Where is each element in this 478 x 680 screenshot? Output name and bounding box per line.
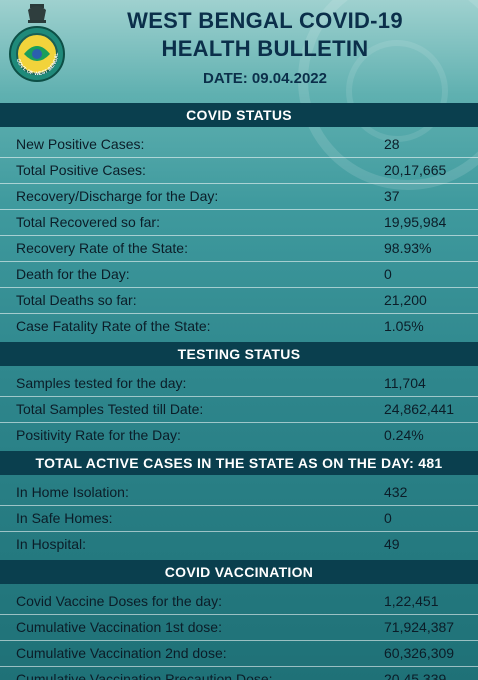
west-bengal-emblem-icon: GOVT. OF WEST BENGAL — [8, 2, 66, 88]
section-header: COVID VACCINATION — [0, 560, 478, 584]
row-value: 49 — [384, 536, 400, 552]
row-value: 11,704 — [384, 375, 426, 391]
table-row: Cumulative Vaccination 2nd dose: 60,326,3… — [0, 640, 478, 667]
table-row: In Hospital: 49 — [0, 531, 478, 557]
row-label: Recovery/Discharge for the Day: — [16, 188, 219, 204]
table-row: Total Deaths so far: 21,200 — [0, 287, 478, 314]
section-header: TOTAL ACTIVE CASES IN THE STATE AS ON TH… — [0, 451, 478, 475]
row-value: 71,924,387 — [384, 619, 455, 635]
table-row: Samples tested for the day: 11,704 — [0, 370, 478, 397]
table-row: Recovery/Discharge for the Day: 37 — [0, 183, 478, 210]
row-value: 1,22,451 — [384, 593, 439, 609]
row-label: Samples tested for the day: — [16, 375, 187, 391]
table-row: Cumulative Vaccination Precaution Dose: 2… — [0, 666, 478, 680]
table-row: New Positive Cases: 28 — [0, 131, 478, 158]
table-row: Covid Vaccine Doses for the day: 1,22,451 — [0, 588, 478, 615]
table-row: Total Positive Cases: 20,17,665 — [0, 157, 478, 184]
row-label: Cumulative Vaccination 2nd dose: — [16, 645, 227, 661]
row-value: 24,862,441 — [384, 401, 455, 417]
row-value: 98.93% — [384, 240, 432, 256]
table-row: In Home Isolation: 432 — [0, 479, 478, 506]
row-label: Total Recovered so far: — [16, 214, 160, 230]
row-value: 60,326,309 — [384, 645, 455, 661]
row-label: Total Positive Cases: — [16, 162, 146, 178]
row-label: Cumulative Vaccination Precaution Dose: — [16, 671, 273, 680]
row-label: Death for the Day: — [16, 266, 130, 282]
row-value: 0 — [384, 266, 392, 282]
row-label: Positivity Rate for the Day: — [16, 427, 181, 443]
stethoscope-decoration — [298, 0, 478, 190]
table-row: Total Samples Tested till Date: 24,862,44… — [0, 396, 478, 423]
bulletin-date: DATE: 09.04.2022 — [203, 70, 327, 87]
row-value: 1.05% — [384, 318, 424, 334]
section-header: COVID STATUS — [0, 103, 478, 127]
bulletin-title-line1: WEST BENGAL COVID-19 — [127, 8, 403, 33]
row-label: In Home Isolation: — [16, 484, 129, 500]
row-value: 20,17,665 — [384, 162, 447, 178]
bulletin-header: GOVT. OF WEST BENGAL WEST BENGAL COVID-1… — [0, 0, 478, 98]
row-label: New Positive Cases: — [16, 136, 145, 152]
row-value: 37 — [384, 188, 400, 204]
table-row: In Safe Homes: 0 — [0, 505, 478, 532]
row-value: 19,95,984 — [384, 214, 447, 230]
table-row: Case Fatality Rate of the State: 1.05% — [0, 313, 478, 339]
row-value: 0 — [384, 510, 392, 526]
row-label: In Hospital: — [16, 536, 87, 552]
row-value: 28 — [384, 136, 400, 152]
bulletin-title-line2: HEALTH BULLETIN — [161, 36, 369, 61]
row-label: Covid Vaccine Doses for the day: — [16, 593, 222, 609]
stethoscope-decoration-inner — [346, 40, 448, 142]
row-value: 432 — [384, 484, 408, 500]
table-row: Recovery Rate of the State: 98.93% — [0, 235, 478, 262]
row-label: Total Samples Tested till Date: — [16, 401, 204, 417]
row-value: 21,200 — [384, 292, 427, 308]
table-row: Positivity Rate for the Day: 0.24% — [0, 422, 478, 448]
table-row: Total Recovered so far: 19,95,984 — [0, 209, 478, 236]
section-header: TESTING STATUS — [0, 342, 478, 366]
table-row: Death for the Day: 0 — [0, 261, 478, 288]
table-row: Cumulative Vaccination 1st dose: 71,924,3… — [0, 614, 478, 641]
row-value: 0.24% — [384, 427, 424, 443]
row-label: Recovery Rate of the State: — [16, 240, 188, 256]
row-label: Total Deaths so far: — [16, 292, 137, 308]
row-value: 20,45,339 — [384, 671, 447, 680]
row-label: Case Fatality Rate of the State: — [16, 318, 211, 334]
row-label: Cumulative Vaccination 1st dose: — [16, 619, 222, 635]
row-label: In Safe Homes: — [16, 510, 113, 526]
